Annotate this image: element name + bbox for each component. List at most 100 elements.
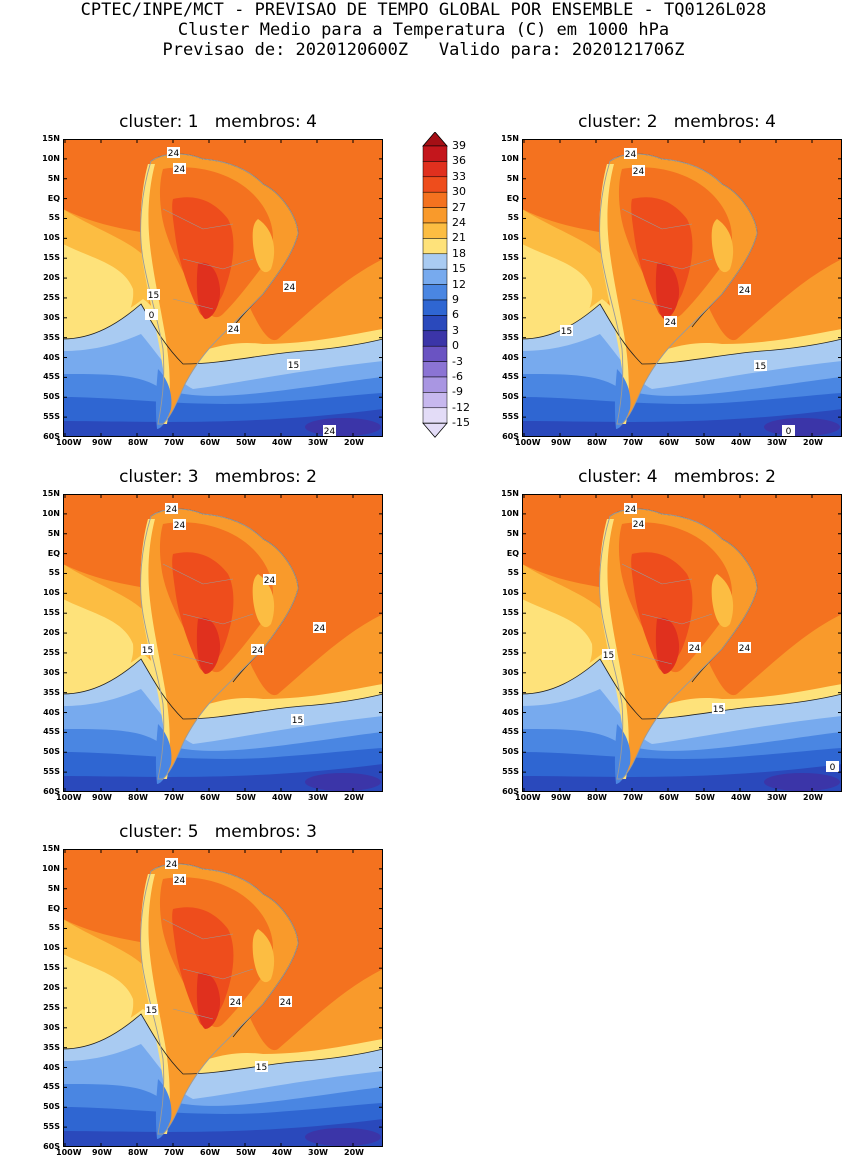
contour-label-bg [147, 289, 160, 300]
lat-tick-label: 50S [43, 392, 60, 402]
lat-tick-label: 40S [43, 352, 60, 362]
contour-label-text: 0 [149, 311, 155, 321]
lon-tick-label: 20W [803, 793, 823, 802]
map-frame [63, 849, 383, 1147]
colorbar-swatch [422, 161, 448, 178]
lon-tick-label: 50W [236, 438, 256, 447]
lat-tick-label: 10N [42, 508, 60, 518]
lat-tick-label: 20S [43, 273, 60, 283]
contour-label-text: 24 [739, 286, 751, 296]
contour-label-bg [173, 874, 186, 885]
colorbar-swatch [422, 191, 448, 208]
colorbar-swatch [422, 222, 448, 239]
map-panel-4: 24 24 15 24 24 15 0 [522, 494, 842, 792]
colorbar-label: 18 [452, 246, 466, 260]
contour-label-text: 0 [786, 427, 792, 437]
contour-label-text: 24 [230, 998, 242, 1008]
colorbar-swatch [422, 145, 448, 162]
colorbar-swatch [422, 392, 448, 409]
band-3 [63, 409, 383, 437]
map-panel-3: 24 24 24 15 24 24 15 [63, 494, 383, 792]
lon-tick-label: 30W [308, 793, 328, 802]
contour-label: 24 [173, 163, 186, 175]
lon-tick-label: 40W [272, 438, 292, 447]
panel-title-4: cluster: 4 membros: 2 [578, 467, 776, 487]
colorbar-swatch [422, 330, 448, 347]
contour-label: 24 [251, 644, 264, 656]
lat-tick-label: 10S [502, 233, 519, 243]
lat-tick-label: 55S [502, 412, 519, 422]
colorbar-swatch [422, 407, 448, 424]
lat-tick-label: 20S [502, 628, 519, 638]
contour-label-text: 15 [148, 291, 159, 301]
colorbar-label: 27 [452, 200, 466, 214]
lat-tick-label: 15S [43, 963, 60, 973]
contour-label-text: 15 [292, 716, 303, 726]
lon-tick-label: 50W [236, 1148, 256, 1157]
lon-tick-label: 20W [344, 438, 364, 447]
contour-label-bg [283, 281, 296, 292]
colorbar-label: -15 [452, 416, 470, 430]
contour-label-text: 24 [280, 998, 292, 1008]
lon-tick-label: 60W [200, 793, 220, 802]
contour-label-text: 24 [739, 644, 751, 654]
map-frame [63, 139, 383, 437]
figure-header: CPTEC/INPE/MCT - PREVISAO DE TEMPO GLOBA… [0, 0, 847, 60]
contour-label-bg [313, 622, 326, 633]
contour-label: 15 [602, 649, 615, 661]
lat-tick-label: 5N [47, 883, 60, 893]
lat-tick-label: 15S [502, 253, 519, 263]
contour-label-text: 15 [755, 362, 766, 372]
lat-tick-label: EQ [506, 548, 519, 558]
colorbar-label: 33 [452, 169, 466, 183]
contour-label-bg [632, 518, 645, 529]
contour-label: 24 [165, 503, 178, 515]
lat-tick-label: 15S [43, 253, 60, 263]
contour-label-text: 24 [174, 165, 186, 175]
lat-tick-label: 15N [42, 844, 60, 853]
contour-label: 24 [167, 147, 180, 159]
contour-label: 15 [145, 1004, 158, 1016]
header-title: CPTEC/INPE/MCT - PREVISAO DE TEMPO GLOBA… [80, 0, 767, 20]
contour-label-bg [291, 714, 304, 725]
borders [162, 208, 254, 310]
lat-tick-label: 10N [501, 508, 519, 518]
lat-tick-label: 45S [502, 372, 519, 382]
lat-tick-label: 10N [42, 863, 60, 873]
header-dates: Previsao de: 2020120600Z Valido para: 20… [162, 40, 685, 60]
contour-label: 24 [632, 165, 645, 177]
colorbar-label: 21 [452, 231, 466, 245]
contour-label-text: 24 [264, 576, 276, 586]
colorbar-swatch [422, 207, 448, 224]
panel-title-5: cluster: 5 membros: 3 [119, 822, 317, 842]
lon-tick-label: 40W [731, 438, 751, 447]
lon-tick-label: 100W [515, 793, 541, 802]
contour-label: 0 [782, 425, 795, 437]
continent-33 [196, 262, 221, 319]
andes-18 [140, 519, 170, 779]
band-18 [63, 244, 134, 339]
contour-label-bg [602, 649, 615, 660]
colorbar-label: 39 [452, 139, 466, 152]
colorbar [422, 132, 448, 438]
contour-label-bg [826, 761, 839, 772]
lon-tick-label: 70W [623, 438, 643, 447]
lat-tick-label: 5N [47, 173, 60, 183]
continent-33 [196, 972, 221, 1029]
lat-tick-label: 25S [43, 647, 60, 657]
contour-label-bg [173, 163, 186, 174]
lat-tick-label: 10S [502, 588, 519, 598]
lat-tick-label: 45S [43, 372, 60, 382]
lon-tick-label: 90W [92, 793, 112, 802]
lat-tick-label: 5S [48, 568, 60, 578]
band-18 [522, 599, 593, 694]
contour-label-text: 15 [561, 327, 572, 337]
lat-tick-label: EQ [47, 903, 60, 913]
contour-label-text: 24 [689, 644, 701, 654]
colorbar-label: 15 [452, 262, 466, 276]
lat-tick-label: 50S [502, 392, 519, 402]
lat-tick-label: 60S [502, 787, 519, 796]
lat-tick-label: 5N [506, 173, 519, 183]
band-18 [63, 599, 134, 694]
contour-label-text: 24 [168, 149, 180, 159]
